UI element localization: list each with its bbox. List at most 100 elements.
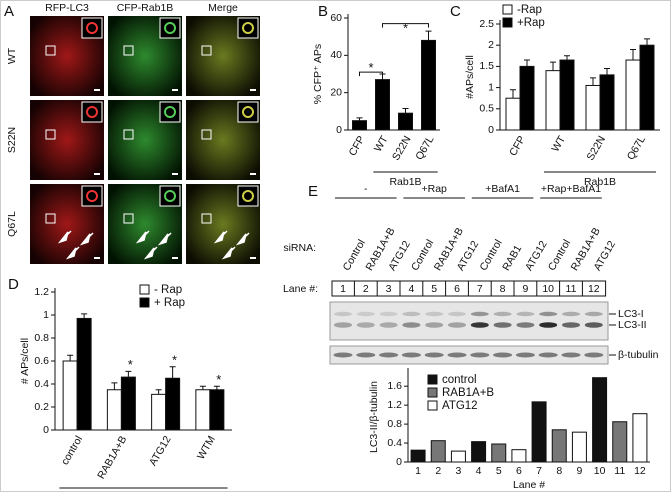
group-label: +BafA1 [485,183,520,195]
bar [120,376,136,431]
error-bar [199,385,206,390]
band [448,322,466,328]
y-tick-label: 60 [330,12,342,24]
x-tick-label: 6 [516,465,522,477]
y-tick-label: 0.8 [387,418,402,430]
inset-ring [164,22,176,34]
inset-ring [242,22,254,34]
error-bar [510,89,516,99]
error-bar [155,389,162,395]
bar [165,377,181,431]
legend-label: + Rap [154,297,185,309]
error-bar [111,382,118,390]
lane-number: 6 [454,283,460,295]
lane-number: 1 [340,283,346,295]
x-tick-label: Q67L [413,134,436,162]
legend-swatch [502,17,513,28]
x-tick-label: 1 [415,465,421,477]
arrow [65,246,80,260]
sirna-label: siRNA: [283,242,316,254]
arrow [57,230,72,244]
band [333,352,353,358]
error-bar [644,38,650,46]
lane-number: 3 [386,283,392,295]
band [334,322,352,328]
band [538,352,558,358]
sirna-name: RAB1 [500,243,524,273]
bar [592,377,608,463]
x-tick-label: 12 [634,465,646,477]
bar [471,441,487,463]
x-tick-label: S22N [390,134,414,163]
bar [375,79,390,131]
band [516,322,535,328]
lane-label: Lane #: [283,283,318,295]
y-tick-label: 40 [330,49,342,61]
legend-label: ATG12 [442,400,478,412]
error-bar [425,30,432,41]
legend-swatch [139,284,150,295]
inset-ring [242,106,254,118]
group-label: Rab1B [584,176,616,188]
y-tick-label: 2.5 [479,18,494,30]
bar [106,389,122,431]
error-bar [630,48,636,61]
band [470,322,489,328]
arrow [221,246,236,260]
band-label: LC3-II [618,319,647,331]
y-axis-label: % CFP⁺ APs [312,44,324,104]
x-tick-label: ATG12 [147,434,174,468]
lane-number: 10 [542,283,554,295]
legend-swatch [139,297,150,308]
error-bar [524,59,530,67]
x-tick-label: Q67L [625,134,648,162]
band [356,322,375,328]
error-bar [169,366,176,379]
tubulin-blot [329,345,609,365]
y-tick-label: 1 [488,81,494,93]
inset [81,185,103,207]
error-bar [81,313,88,319]
bar [410,449,426,463]
x-tick-label: WTM [195,434,218,462]
band [448,311,466,317]
band [447,352,467,358]
arrow [213,230,228,244]
band [424,352,444,358]
x-tick-label: 3 [455,465,461,477]
x-tick-label: CFP [507,134,528,158]
band [562,322,580,328]
lane-number: 8 [500,283,506,295]
column-label: Merge [208,2,238,14]
panel-a [30,16,260,264]
band [516,311,535,317]
inset [159,101,181,123]
x-tick-label: WT [372,133,391,154]
arrow [143,246,158,260]
bar [625,59,641,131]
inset-ring [86,190,98,202]
y-tick-label: 20 [330,86,342,98]
legend-label: control [442,374,477,386]
x-tick-label: 10 [594,465,606,477]
x-tick-label: WT [549,133,568,154]
band [401,352,421,358]
bar [639,44,655,131]
row-label: Q67L [6,211,18,237]
annotation: * [128,357,133,372]
band [584,311,603,317]
y-tick-label: 1.2 [387,399,402,411]
lc3-blot [329,301,609,341]
annotation: * [368,60,373,75]
band [425,322,444,328]
x-tick-label: 2 [435,465,441,477]
y-tick-label: 0 [396,456,402,468]
roi-box [201,45,212,56]
arrow [135,230,150,244]
bar [511,449,527,463]
panel-letter: A [4,3,14,20]
x-tick-label: 9 [576,465,582,477]
bar [585,84,601,131]
roi-box [201,129,212,140]
